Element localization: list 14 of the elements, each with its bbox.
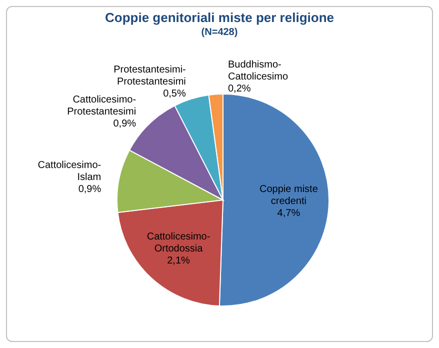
data-label: 0,5% <box>163 88 186 100</box>
slice-label: Protestantesimi-Protestantesimi <box>114 64 186 88</box>
data-label: 4,7% <box>277 208 300 219</box>
slice-label: Cattolicesimo-Islam <box>38 160 102 183</box>
slice-label: Cattolicesimo-Protestantesimi <box>67 94 136 118</box>
slice-label: Buddhismo-Cattolicesimo <box>228 58 288 82</box>
slice-label: Cattolicesimo-Ortodossia <box>146 230 210 254</box>
data-label: 0,9% <box>113 118 136 130</box>
slice-label: Coppie miste credenti <box>260 184 318 207</box>
chart-subtitle: (N=428) <box>200 27 239 38</box>
data-label: 2,1% <box>167 254 190 266</box>
data-label: 0,9% <box>78 184 102 195</box>
data-label: 0,2% <box>228 82 251 94</box>
chart-title: Coppie genitoriali miste per religione <box>104 10 335 25</box>
